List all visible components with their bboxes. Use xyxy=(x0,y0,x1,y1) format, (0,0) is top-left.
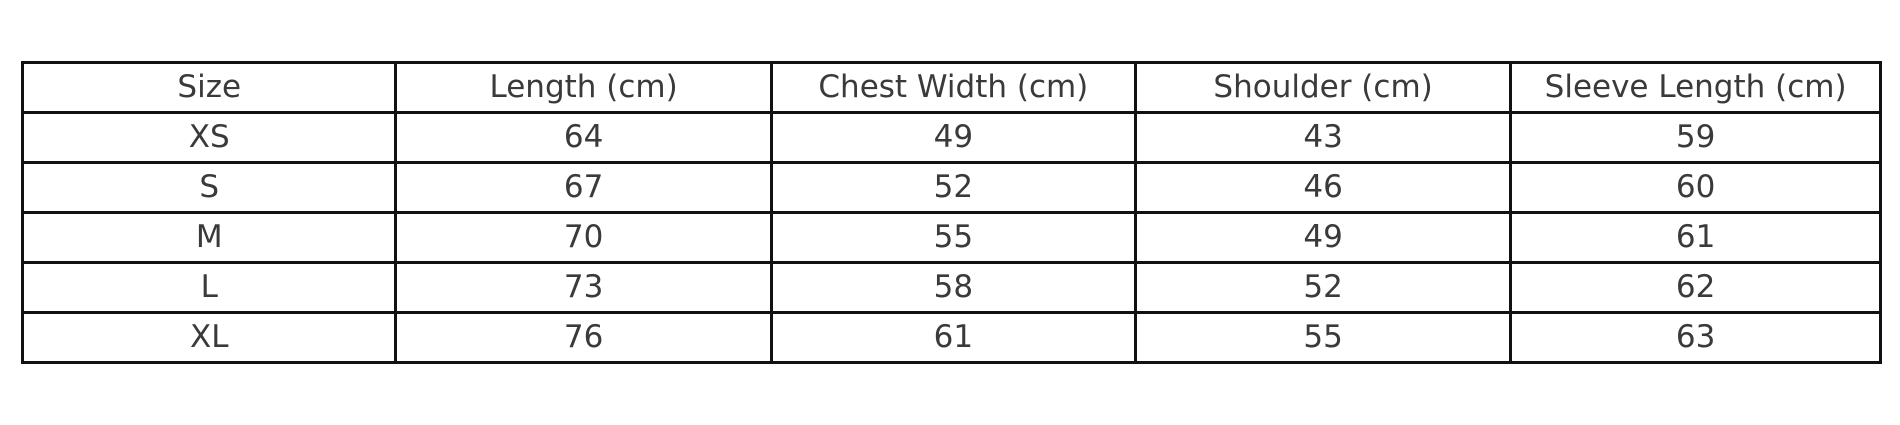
cell-length: 64 xyxy=(394,111,773,164)
header-row: Size Length (cm) Chest Width (cm) Should… xyxy=(20,61,1882,114)
cell-chest-width: 55 xyxy=(769,211,1137,264)
cell-chest-width: 49 xyxy=(769,111,1137,164)
table-row-xl: XL 76 61 55 63 xyxy=(20,311,1882,364)
cell-sleeve-length: 62 xyxy=(1509,261,1882,314)
cell-shoulder: 46 xyxy=(1133,161,1513,214)
cell-length: 76 xyxy=(394,311,773,364)
cell-chest-width: 52 xyxy=(769,161,1137,214)
cell-chest-width: 58 xyxy=(769,261,1137,314)
column-header-length: Length (cm) xyxy=(394,61,773,114)
cell-size: L xyxy=(20,261,398,314)
table-row-m: M 70 55 49 61 xyxy=(20,211,1882,264)
column-header-size: Size xyxy=(20,61,398,114)
column-header-shoulder: Shoulder (cm) xyxy=(1133,61,1513,114)
cell-length: 70 xyxy=(394,211,773,264)
cell-length: 67 xyxy=(394,161,773,214)
cell-sleeve-length: 60 xyxy=(1509,161,1882,214)
cell-sleeve-length: 59 xyxy=(1509,111,1882,164)
table-row-l: L 73 58 52 62 xyxy=(20,261,1882,314)
cell-sleeve-length: 63 xyxy=(1509,311,1882,364)
column-header-sleeve-length: Sleeve Length (cm) xyxy=(1509,61,1882,114)
cell-chest-width: 61 xyxy=(769,311,1137,364)
cell-shoulder: 49 xyxy=(1133,211,1513,264)
cell-size: S xyxy=(20,161,398,214)
cell-size: M xyxy=(20,211,398,264)
table-row-xs: XS 64 49 43 59 xyxy=(20,111,1882,164)
cell-sleeve-length: 61 xyxy=(1509,211,1882,264)
cell-size: XS xyxy=(20,111,398,164)
column-header-chest-width: Chest Width (cm) xyxy=(769,61,1137,114)
cell-size: XL xyxy=(20,311,398,364)
cell-shoulder: 55 xyxy=(1133,311,1513,364)
table-row-s: S 67 52 46 60 xyxy=(20,161,1882,214)
cell-length: 73 xyxy=(394,261,773,314)
size-chart-table: Size Length (cm) Chest Width (cm) Should… xyxy=(20,61,1882,364)
cell-shoulder: 52 xyxy=(1133,261,1513,314)
cell-shoulder: 43 xyxy=(1133,111,1513,164)
